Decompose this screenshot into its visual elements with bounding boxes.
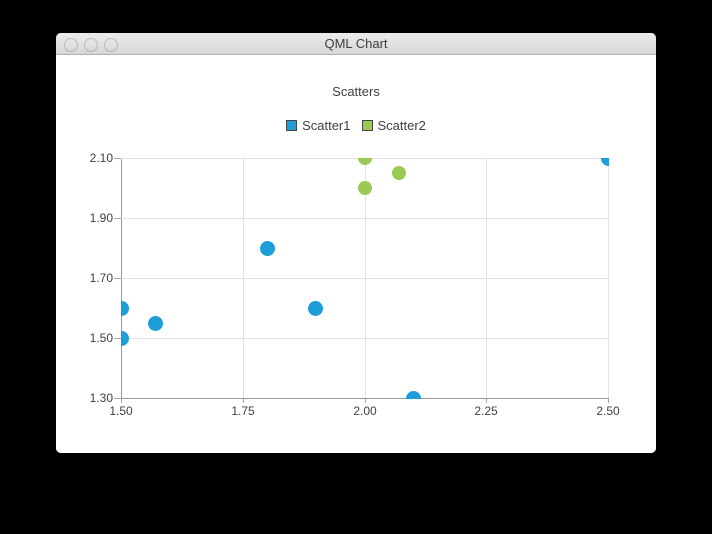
zoom-button[interactable] xyxy=(104,38,118,52)
gridline-horizontal xyxy=(121,218,609,219)
x-tick-label: 2.50 xyxy=(596,404,620,418)
plot-area xyxy=(121,158,609,399)
scatter-point-scatter2 xyxy=(357,158,372,165)
x-tick-label: 2.25 xyxy=(474,404,498,418)
x-tick-label: 2.00 xyxy=(353,404,377,418)
chart-view: Scatters Scatter1 Scatter2 1.50 1.75 2.00 2.… xyxy=(56,55,656,453)
y-axis-tick xyxy=(114,158,121,159)
gridline-horizontal xyxy=(121,278,609,279)
y-tick-label: 2.10 xyxy=(89,151,113,165)
scatter-point-scatter1 xyxy=(308,300,324,316)
scatter-point-scatter1 xyxy=(147,315,163,331)
x-tick-label: 1.75 xyxy=(231,404,255,418)
y-axis-tick xyxy=(114,278,121,279)
scatter-point-scatter1 xyxy=(121,330,129,346)
y-tick-label: 1.90 xyxy=(89,211,113,225)
scatter-point-scatter2 xyxy=(357,181,372,195)
legend-item-scatter2: Scatter2 xyxy=(361,118,426,133)
minimize-button[interactable] xyxy=(84,38,98,52)
legend-item-scatter1: Scatter1 xyxy=(286,118,351,133)
legend-marker-icon xyxy=(286,120,298,131)
legend-marker-icon xyxy=(361,120,373,131)
y-tick-label: 1.70 xyxy=(89,271,113,285)
y-axis-tick xyxy=(114,218,121,219)
legend-label: Scatter2 xyxy=(377,118,426,133)
y-axis-tick xyxy=(114,338,121,339)
y-tick-label: 1.30 xyxy=(89,391,113,405)
x-tick-label: 1.50 xyxy=(109,404,133,418)
gridline-horizontal xyxy=(121,338,609,339)
window-title: QML Chart xyxy=(324,36,388,51)
titlebar[interactable]: QML Chart xyxy=(56,33,656,55)
legend-label: Scatter1 xyxy=(302,118,351,133)
chart-title: Scatters xyxy=(332,84,380,99)
y-axis-tick xyxy=(114,398,121,399)
scatter-point-scatter2 xyxy=(391,166,406,180)
scatter-point-scatter1 xyxy=(600,158,609,166)
chart-legend: Scatter1 Scatter2 xyxy=(56,118,656,133)
scatter-point-scatter1 xyxy=(405,390,421,399)
scatter-point-scatter1 xyxy=(259,240,275,256)
scatter-point-scatter1 xyxy=(121,300,129,316)
gridline-horizontal xyxy=(121,398,609,399)
close-button[interactable] xyxy=(64,38,78,52)
y-tick-label: 1.50 xyxy=(89,331,113,345)
app-window: QML Chart Scatters Scatter1 Scatter2 1.50… xyxy=(56,33,656,453)
